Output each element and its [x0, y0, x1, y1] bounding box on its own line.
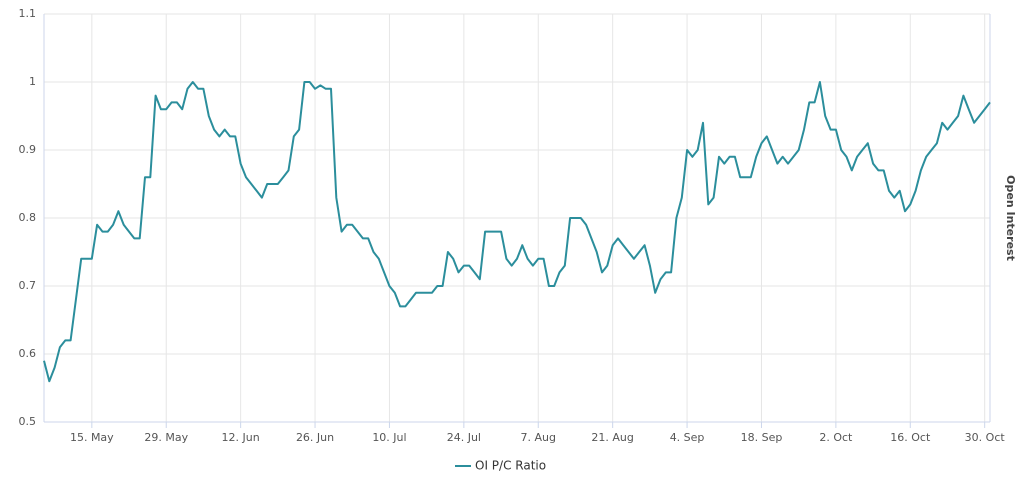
y-tick-label: 1.1 [19, 7, 37, 20]
x-tick-label: 7. Aug [521, 431, 556, 444]
y-tick-label: 0.7 [19, 279, 37, 292]
x-tick-label: 21. Aug [591, 431, 633, 444]
x-tick-label: 26. Jun [296, 431, 334, 444]
x-tick-label: 10. Jul [372, 431, 406, 444]
y-tick-label: 0.9 [19, 143, 37, 156]
y-tick-label: 0.6 [19, 347, 37, 360]
x-tick-label: 24. Jul [447, 431, 481, 444]
y2-axis-title: Open Interest [1004, 175, 1017, 261]
x-tick-label: 2. Oct [819, 431, 853, 444]
y-tick-label: 0.8 [19, 211, 37, 224]
legend-label[interactable]: OI P/C Ratio [475, 459, 546, 473]
y-tick-label: 1 [29, 75, 36, 88]
x-tick-label: 16. Oct [890, 431, 931, 444]
series-line [43, 81, 991, 383]
x-tick-label: 15. May [70, 431, 114, 444]
x-tick-label: 29. May [144, 431, 188, 444]
x-tick-label: 18. Sep [741, 431, 783, 444]
x-tick-label: 30. Oct [965, 431, 1006, 444]
x-tick-label: 4. Sep [670, 431, 705, 444]
x-tick-label: 12. Jun [222, 431, 260, 444]
y-tick-label: 0.5 [19, 415, 37, 428]
